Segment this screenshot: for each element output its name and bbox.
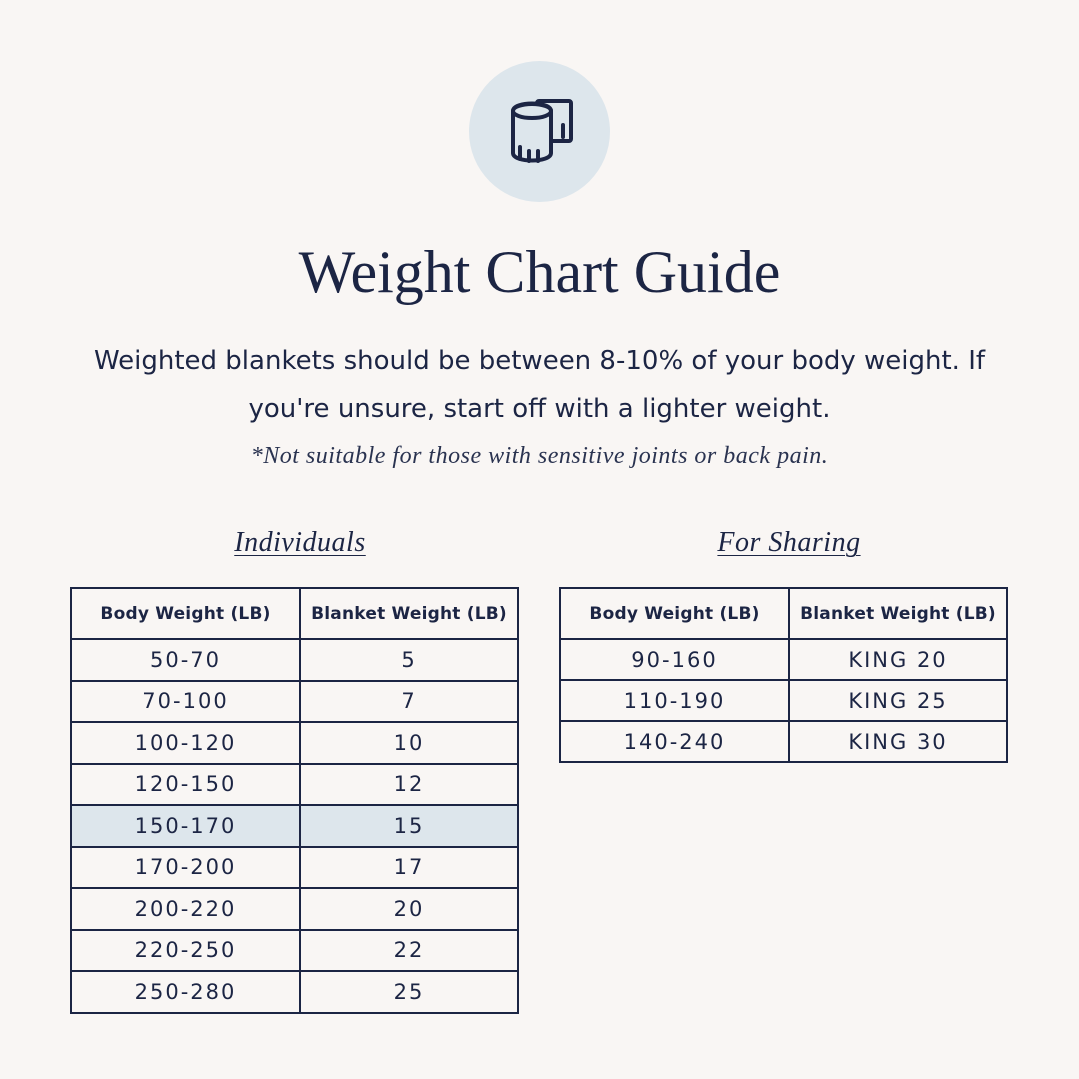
body-weight-cell: 120-150 <box>70 762 301 806</box>
icon-badge <box>469 61 610 202</box>
individuals-heading: Individuals <box>234 527 366 558</box>
table-row: 170-200 17 <box>70 845 519 889</box>
blanket-weight-cell: 15 <box>299 804 519 848</box>
blanket-weight-cell: 17 <box>299 845 519 889</box>
body-weight-cell: 140-240 <box>559 720 790 763</box>
body-weight-cell: 50-70 <box>70 638 301 682</box>
body-weight-cell: 100-120 <box>70 721 301 765</box>
blanket-weight-cell: KING 25 <box>788 679 1008 722</box>
blanket-weight-header: Blanket Weight (LB) <box>788 587 1008 640</box>
table-row: 120-150 12 <box>70 762 519 806</box>
disclaimer-note: *Not suitable for those with sensitive j… <box>250 443 829 469</box>
blanket-weight-cell: KING 30 <box>788 720 1008 763</box>
blanket-weight-cell: 20 <box>299 887 519 931</box>
blanket-weight-cell: 10 <box>299 721 519 765</box>
body-weight-cell: 220-250 <box>70 928 301 972</box>
table-row: 50-70 5 <box>70 638 519 682</box>
body-weight-cell: 170-200 <box>70 845 301 889</box>
blanket-weight-cell: 12 <box>299 762 519 806</box>
body-weight-header: Body Weight (LB) <box>70 587 301 640</box>
body-weight-cell: 250-280 <box>70 970 301 1014</box>
blanket-weight-cell: 7 <box>299 679 519 723</box>
body-weight-cell: 90-160 <box>559 638 790 681</box>
body-weight-cell: 110-190 <box>559 679 790 722</box>
body-weight-cell: 200-220 <box>70 887 301 931</box>
blanket-weight-header: Blanket Weight (LB) <box>299 587 519 640</box>
individuals-table: Body Weight (LB) Blanket Weight (LB) 50-… <box>70 587 519 1014</box>
blanket-weight-cell: KING 20 <box>788 638 1008 681</box>
table-row: 110-190 KING 25 <box>559 679 1008 722</box>
table-row: 100-120 10 <box>70 721 519 765</box>
sharing-heading: For Sharing <box>717 527 861 558</box>
table-row: 70-100 7 <box>70 679 519 723</box>
table-row: 250-280 25 <box>70 970 519 1014</box>
table-row: 90-160 KING 20 <box>559 638 1008 681</box>
body-weight-cell: 150-170 <box>70 804 301 848</box>
highlighted-table-row: 150-170 15 <box>70 804 519 848</box>
body-weight-cell: 70-100 <box>70 679 301 723</box>
page-title: Weight Chart Guide <box>298 239 781 305</box>
body-weight-header: Body Weight (LB) <box>559 587 790 640</box>
table-row: 220-250 22 <box>70 928 519 972</box>
blanket-weight-cell: 5 <box>299 638 519 682</box>
blanket-weight-cell: 22 <box>299 928 519 972</box>
sharing-table: Body Weight (LB) Blanket Weight (LB) 90-… <box>559 587 1008 763</box>
table-row: 200-220 20 <box>70 887 519 931</box>
blanket-roll-icon <box>511 99 573 163</box>
table-row: 140-240 KING 30 <box>559 720 1008 763</box>
table-header-row: Body Weight (LB) Blanket Weight (LB) <box>559 587 1008 640</box>
table-header-row: Body Weight (LB) Blanket Weight (LB) <box>70 587 519 640</box>
intro-text: Weighted blankets should be between 8-10… <box>93 346 986 424</box>
blanket-weight-cell: 25 <box>299 970 519 1014</box>
